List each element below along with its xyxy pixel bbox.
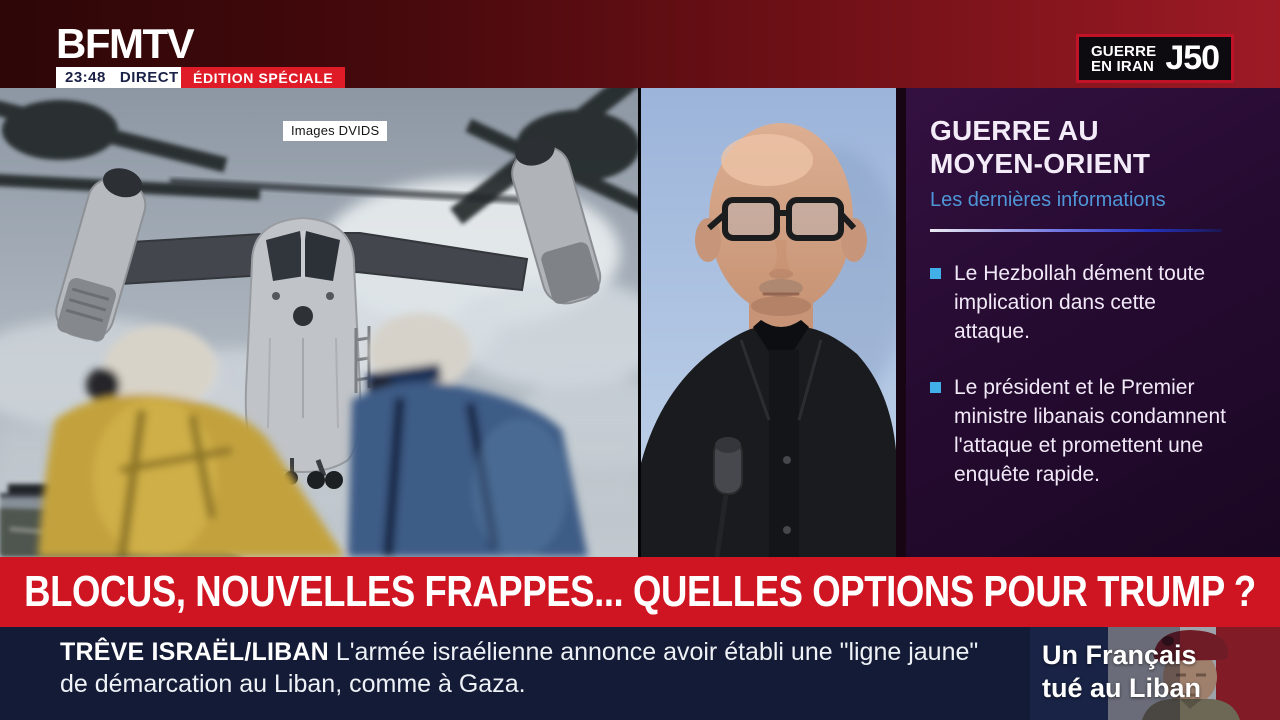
side-story-card: Un Français tué au Liban	[1030, 627, 1280, 720]
war-iran-day-badge: GUERRE EN IRAN J50	[1076, 34, 1234, 83]
panel-title: GUERRE AU MOYEN-ORIENT	[930, 115, 1151, 179]
news-ticker: TRÊVE ISRAËL/LIBAN L'armée israélienne a…	[0, 627, 1030, 720]
bfmtv-logo: BFMTV	[56, 20, 195, 67]
bullet-item: Le président et le Premier ministre liba…	[930, 373, 1254, 489]
soldier-photo	[1030, 627, 1280, 720]
panel-divider-gap	[896, 88, 906, 557]
headline-banner: BLOCUS, NOUVELLES FRAPPES... QUELLES OPT…	[0, 557, 1280, 627]
war-day-counter: J50	[1165, 39, 1220, 77]
bullet-text: Le Hezbollah dément toute implication da…	[954, 262, 1206, 343]
video-frame	[0, 88, 638, 557]
ticker-text-line1: L'armée israélienne annonce avoir établi…	[335, 638, 979, 666]
clock-time: 23:48	[65, 69, 106, 86]
video-watermark: Images DVIDS	[283, 121, 388, 141]
war-iran-label: GUERRE EN IRAN	[1090, 42, 1157, 75]
panel-divider-line	[930, 229, 1222, 232]
ticker-tag: TRÊVE ISRAËL/LIBAN	[60, 638, 329, 666]
side-story-caption: Un Français tué au Liban	[1042, 640, 1202, 703]
guest-illustration	[641, 88, 896, 557]
info-panel: GUERRE AU MOYEN-ORIENT Les dernières inf…	[906, 88, 1280, 557]
headline-text: BLOCUS, NOUVELLES FRAPPES... QUELLES OPT…	[24, 567, 1256, 616]
osprey-video-illustration	[0, 88, 638, 557]
time-direct-badge: 23:48 DIRECT	[56, 67, 189, 88]
ticker-line-1: TRÊVE ISRAËL/LIBAN L'armée israélienne a…	[60, 636, 1030, 668]
bullet-square-icon	[930, 268, 941, 279]
top-bar: BFMTV 23:48 DIRECT ÉDITION SPÉCIALE GUER…	[0, 0, 1280, 88]
frame-divider	[638, 88, 641, 557]
edition-speciale-badge: ÉDITION SPÉCIALE	[181, 67, 346, 88]
studio-guest-video	[641, 88, 896, 557]
bullet-square-icon	[930, 382, 941, 393]
direct-label: DIRECT	[119, 69, 179, 86]
bullet-text: Le président et le Premier ministre liba…	[954, 376, 1226, 486]
bullet-item: Le Hezbollah dément toute implication da…	[930, 259, 1254, 346]
panel-subtitle: Les dernières informations	[930, 189, 1166, 211]
ticker-text-line2: de démarcation au Liban, comme à Gaza.	[60, 670, 526, 698]
bullet-list: Le Hezbollah dément toute implication da…	[930, 259, 1254, 489]
edition-speciale-label: ÉDITION SPÉCIALE	[193, 69, 334, 86]
